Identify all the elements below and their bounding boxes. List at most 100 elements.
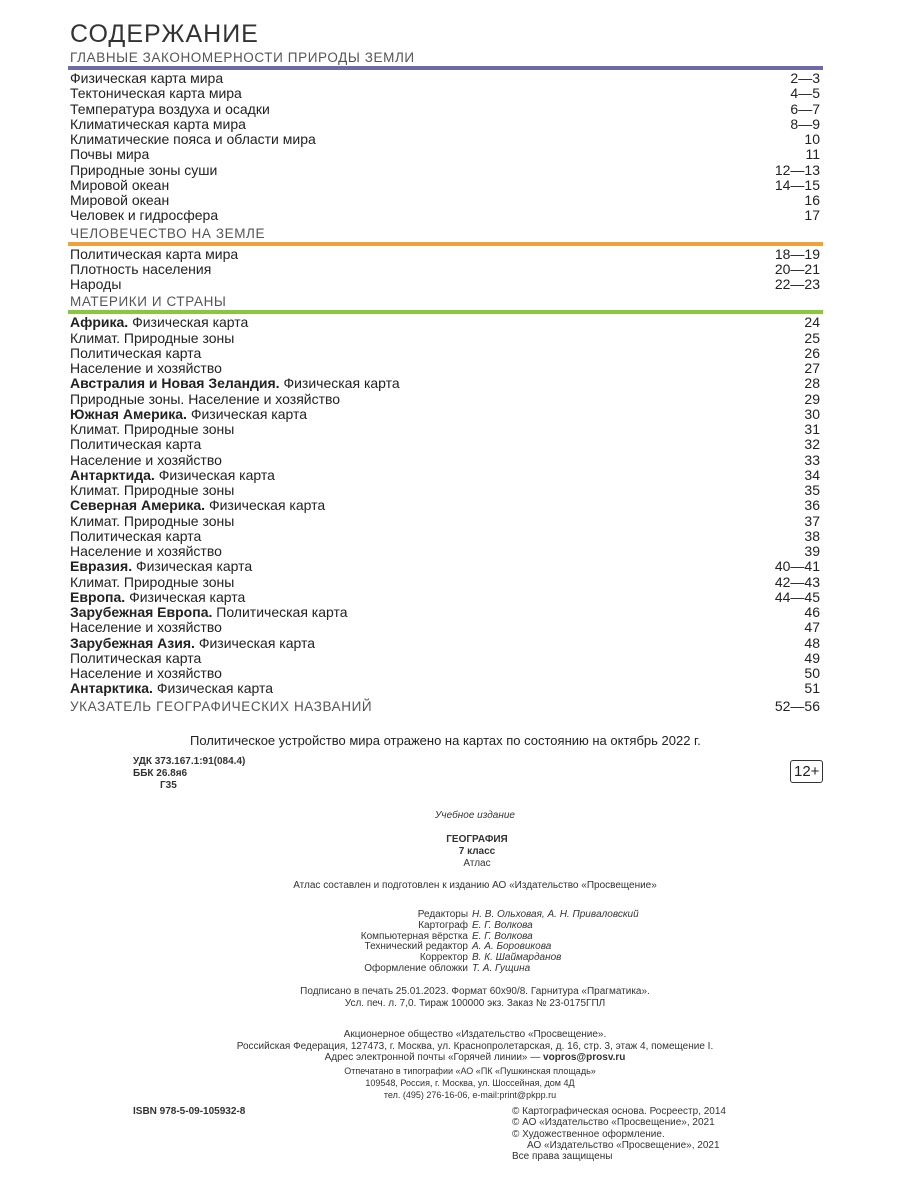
entry-pages: 40—41	[774, 558, 820, 575]
printer: Отпечатано в типографии «АО «ПК «Пушкинс…	[344, 1066, 596, 1076]
entry-title: Население и хозяйство	[70, 619, 222, 636]
entry-title: Природные зоны. Население и хозяйство	[70, 390, 341, 407]
toc-entry: Африка. Физическая карта	[70, 315, 248, 330]
entry-title: Климат. Природные зоны	[70, 329, 235, 346]
toc-entry: Европа. Физическая карта	[70, 589, 245, 605]
credit-role: Компьютерная вёрстка	[360, 930, 468, 942]
toc-entry: Политическая карта	[70, 344, 202, 361]
copyright: © АО «Издательство «Просвещение», 2021	[512, 1117, 715, 1129]
section-heading: ГЛАВНЫЕ ЗАКОНОМЕРНОСТИ ПРИРОДЫ ЗЕМЛИ	[70, 50, 415, 65]
credit-name: Т. А. Гущина	[472, 963, 531, 974]
entry-title: Физическая карта	[158, 466, 275, 483]
credit-role: Оформление обложки	[364, 963, 468, 974]
toc-entry: Климатическая карта мира	[70, 115, 246, 132]
index-pages: 52—56	[774, 697, 820, 714]
prepared: Атлас составлен и подготовлен к изданию …	[293, 880, 657, 891]
entry-pages: 26	[804, 344, 820, 361]
entry-pages: 49	[804, 649, 820, 666]
entry-pages: 8—9	[790, 115, 820, 132]
entry-region: Северная Америка.	[70, 497, 206, 514]
classification: Г35	[160, 780, 177, 791]
grade: 7 класс	[458, 846, 496, 857]
entry-pages: 16	[804, 192, 820, 208]
toc-entry: Мировой океан	[70, 193, 169, 208]
toc-entry: Зарубежная Азия. Физическая карта	[70, 634, 316, 651]
toc-entry: Население и хозяйство	[70, 620, 222, 635]
toc-entry: Физическая карта мира	[70, 71, 223, 86]
toc-entry: Южная Америка. Физическая карта	[70, 406, 307, 422]
entry-region: Антарктида.	[70, 466, 155, 483]
entry-title: Народы	[70, 276, 122, 292]
copyright: © Художественное оформление.	[512, 1128, 665, 1140]
entry-pages: 18—19	[774, 245, 820, 262]
entry-pages: 27	[804, 360, 820, 376]
entry-pages: 22—23	[774, 276, 820, 292]
index-heading: УКАЗАТЕЛЬ ГЕОГРАФИЧЕСКИХ НАЗВАНИЙ	[70, 698, 373, 714]
entry-title: Физическая карта	[198, 634, 316, 651]
kind: Атлас	[463, 858, 491, 869]
publisher: Акционерное общество «Издательство «Прос…	[343, 1029, 607, 1040]
toc-entry: Население и хозяйство	[70, 544, 222, 559]
entry-region: Зарубежная Азия.	[70, 634, 195, 651]
entry-pages: 34	[804, 466, 820, 483]
entry-pages: 39	[804, 543, 820, 559]
isbn: ISBN 978-5-09-105932-8	[133, 1106, 246, 1117]
entry-title: Политическая карта мира	[70, 245, 239, 262]
contents-title: СОДЕРЖАНИЕ	[70, 20, 259, 48]
section-rule	[68, 310, 823, 315]
entry-pages: 4—5	[790, 85, 820, 102]
credit-name: Е. Г. Волкова	[472, 930, 533, 942]
copyright: © Картографическая основа. Росреестр, 20…	[512, 1106, 726, 1117]
entry-title: Тектоническая карта мира	[70, 85, 242, 102]
entry-title: Политическая карта	[70, 344, 202, 361]
toc-entry: Климат. Природные зоны	[70, 329, 235, 346]
entry-pages: 24	[804, 314, 820, 331]
toc-entry: Политическая карта	[70, 649, 202, 666]
entry-title: Климат. Природные зоны	[70, 573, 235, 590]
section-rule	[68, 66, 823, 70]
entry-pages: 46	[804, 604, 820, 620]
toc-entry: Климат. Природные зоны	[70, 422, 234, 437]
toc-entry: Зарубежная Европа. Политическая карта	[70, 605, 348, 620]
toc-entry: Климат. Природные зоны	[70, 483, 234, 498]
entry-title: Климат. Природные зоны	[70, 512, 235, 529]
entry-title: Мировой океан	[70, 176, 170, 193]
credit-name: Е. Г. Волкова	[472, 919, 533, 931]
entry-title: Климатическая карта мира	[70, 115, 246, 132]
credit-name: Н. В. Ольховая, А. Н. Привaловский	[472, 909, 639, 920]
entry-pages: 6—7	[790, 100, 820, 117]
credit-role: Корректор	[419, 952, 468, 964]
entry-pages: 48	[804, 634, 820, 651]
entry-title: Население и хозяйство	[70, 451, 222, 468]
entry-region: Евразия.	[70, 558, 133, 575]
entry-title: Климатические пояса и области мира	[70, 131, 316, 147]
entry-title: Физическая карта	[208, 497, 326, 514]
entry-pages: 36	[804, 497, 820, 514]
entry-title: Физическая карта мира	[70, 70, 224, 86]
entry-pages: 37	[804, 512, 820, 529]
entry-pages: 28	[804, 375, 820, 392]
entry-region: Антарктика.	[70, 680, 153, 697]
toc-entry: Климатические пояса и области мира	[70, 132, 316, 147]
toc-entry: Антарктида. Физическая карта	[70, 466, 275, 483]
entry-title: Население и хозяйство	[70, 543, 222, 559]
toc-entry: Мировой океан	[70, 176, 170, 193]
book-title: ГЕОГРАФИЯ	[446, 834, 508, 845]
entry-title: Политическая карта	[70, 649, 202, 666]
toc-entry: Политическая карта	[70, 437, 201, 452]
copyright: Все права защищены	[512, 1151, 613, 1163]
credit-role: Редакторы	[417, 909, 468, 920]
entry-title: Физическая карта	[135, 558, 253, 575]
entry-region: Африка.	[70, 314, 129, 331]
printer: тел. (495) 276-16-06, e-mail:print@pkpp.…	[383, 1090, 557, 1100]
toc-entry: Природные зоны суши	[70, 162, 217, 178]
entry-title: Население и хозяйство	[70, 665, 222, 681]
edition-type: Учебное издание	[435, 810, 515, 821]
toc-entry: Человек и гидросфера	[70, 208, 218, 223]
toc-entry: Антарктика. Физическая карта	[70, 681, 273, 696]
hotline-email: vopros@prosv.ru	[543, 1052, 626, 1063]
entry-pages: 31	[804, 421, 820, 437]
entry-region: Зарубежная Европа.	[70, 604, 213, 620]
entry-title: Плотность населения	[70, 260, 212, 277]
toc-entry: Климат. Природные зоны	[70, 573, 235, 590]
